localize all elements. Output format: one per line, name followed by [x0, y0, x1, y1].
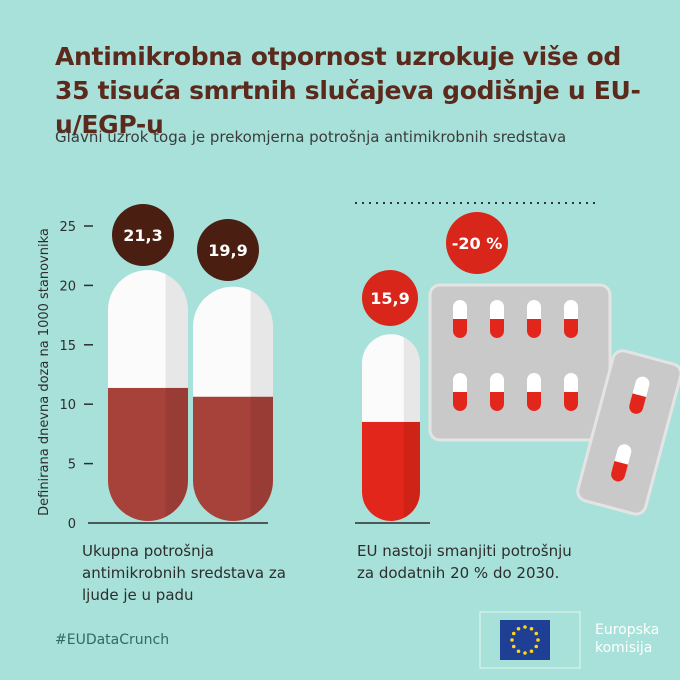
blister-pill-half: [564, 392, 578, 400]
y-tick-label: 0: [68, 517, 76, 532]
blister-pill-half: [527, 392, 541, 400]
annotation-badge: [446, 212, 508, 274]
caption: EU nastoji smanjiti potrošnju za dodatni…: [357, 542, 572, 582]
star: [536, 638, 540, 642]
star: [511, 644, 516, 649]
pill: [108, 269, 188, 521]
subtitle: Glavni uzrok toga je prekomjerna potrošn…: [55, 128, 567, 146]
blister-pill-half: [630, 393, 647, 405]
value-badge: [362, 270, 418, 326]
star: [534, 631, 539, 636]
blister-pill-half: [564, 319, 578, 327]
hashtag: #EUDataCrunch: [55, 632, 170, 648]
pill: [362, 334, 420, 521]
value-label: 19,9: [208, 241, 247, 260]
star: [516, 649, 521, 654]
blister-pill-half: [612, 461, 628, 473]
blister-pill-half: [453, 319, 467, 327]
caption: Ukupna potrošnja antimikrobnih sredstava…: [82, 542, 286, 604]
pill-lower: [362, 421, 420, 521]
star: [529, 626, 534, 631]
eu-logo: Europska komisija: [479, 611, 659, 669]
blister-pack: [428, 283, 680, 516]
y-tick-label: 15: [59, 339, 76, 354]
star: [523, 651, 527, 655]
star: [511, 631, 516, 636]
y-tick-label: 10: [59, 398, 76, 413]
star: [516, 626, 521, 631]
title: Antimikrobna otpornost uzrokuje više od …: [55, 42, 641, 139]
value-label: 21,3: [123, 226, 162, 245]
value-badge: [112, 204, 174, 266]
pill-shade: [165, 269, 188, 521]
star: [534, 644, 539, 649]
value-badge: [197, 219, 259, 281]
star: [510, 638, 514, 642]
pill: [193, 286, 273, 521]
value-label: 15,9: [370, 289, 409, 308]
y-tick-label: 20: [59, 279, 76, 294]
star: [529, 649, 534, 654]
y-tick-label: 25: [59, 220, 76, 235]
annotation: -20 %: [452, 234, 503, 253]
y-tick-label: 5: [68, 458, 76, 473]
blister-pill-half: [527, 319, 541, 327]
pill-lower: [108, 387, 188, 521]
blister-pill-half: [490, 392, 504, 400]
blister-pill-half: [453, 392, 467, 400]
blister-pill-half: [490, 319, 504, 327]
pill-shade: [250, 286, 273, 521]
logo-text: komisija: [595, 640, 652, 656]
logo-text: Europska: [595, 622, 659, 638]
star: [523, 625, 527, 629]
pill-lower: [193, 396, 273, 521]
pill-shade: [403, 334, 420, 521]
y-axis-label: Definirana dnevna doza na 1000 stanovnik…: [37, 228, 52, 516]
